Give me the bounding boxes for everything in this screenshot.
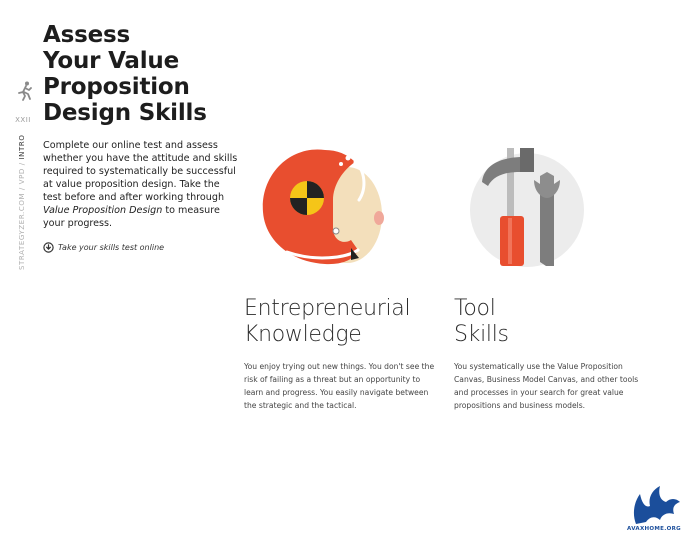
heading-line-2: Knowledge [244,322,362,347]
side-rail: XXII STRATEGYZER.COM / VPD / INTRO [0,0,40,539]
intro-text-before: Complete our online test and assess whet… [43,140,238,203]
page-number: XXII [15,116,31,124]
download-icon [43,242,54,253]
intro-text-after: to measure your progress. [43,205,220,229]
dragon-logo [633,486,680,524]
heading-line-1: Tool [454,296,496,321]
column-body-tool-skills: You systematically use the Value Proposi… [454,362,639,410]
running-person-icon [18,81,32,101]
heading-line-2: Skills [454,322,509,347]
title-line-2: Your Value [43,48,179,74]
intro-paragraph: Complete our online test and assess whet… [43,139,239,230]
crash-helmet-illustration [262,149,384,265]
column-body-entrepreneurial: You enjoy trying out new things. You don… [244,362,435,410]
watermark-text: AVAXHOME.ORG [627,526,681,532]
column-heading-entrepreneurial: Entrepreneurial Knowledge [244,296,411,348]
watermark: AVAXHOME.ORG [626,484,682,534]
skills-test-link[interactable]: Take your skills test online [43,242,164,253]
heading-line-1: Entrepreneurial [244,296,411,321]
hammer-wrench-illustration [470,148,584,267]
title-line-1: Assess [43,22,130,48]
column-heading-tool-skills: Tool Skills [454,296,509,348]
page-title: Assess Your Value Proposition Design Ski… [43,22,243,126]
book-title: Value Proposition Design [43,205,163,216]
title-line-3: Proposition [43,74,190,100]
site-path: STRATEGYZER.COM / VPD / [18,159,26,270]
section-name: INTRO [18,134,26,160]
title-line-4: Design Skills [43,100,207,126]
section-label: STRATEGYZER.COM / VPD / INTRO [18,135,26,270]
skills-test-label: Take your skills test online [58,243,165,252]
